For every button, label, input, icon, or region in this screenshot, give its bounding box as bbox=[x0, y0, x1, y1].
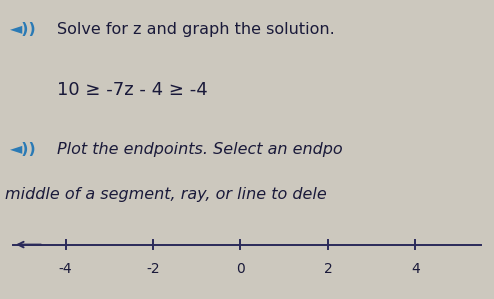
Text: 4: 4 bbox=[411, 262, 420, 276]
Text: -2: -2 bbox=[146, 262, 160, 276]
Text: ◄)): ◄)) bbox=[10, 142, 37, 157]
Text: 0: 0 bbox=[236, 262, 245, 276]
Text: Plot the endpoints. Select an endpo: Plot the endpoints. Select an endpo bbox=[57, 142, 342, 157]
Text: ◄)): ◄)) bbox=[10, 22, 37, 37]
Text: middle of a segment, ray, or line to dele: middle of a segment, ray, or line to del… bbox=[5, 187, 327, 202]
Text: -4: -4 bbox=[59, 262, 73, 276]
Text: Solve for z and graph the solution.: Solve for z and graph the solution. bbox=[57, 22, 334, 37]
Text: 10 ≥ -7z - 4 ≥ -4: 10 ≥ -7z - 4 ≥ -4 bbox=[57, 81, 207, 99]
Text: 2: 2 bbox=[324, 262, 332, 276]
